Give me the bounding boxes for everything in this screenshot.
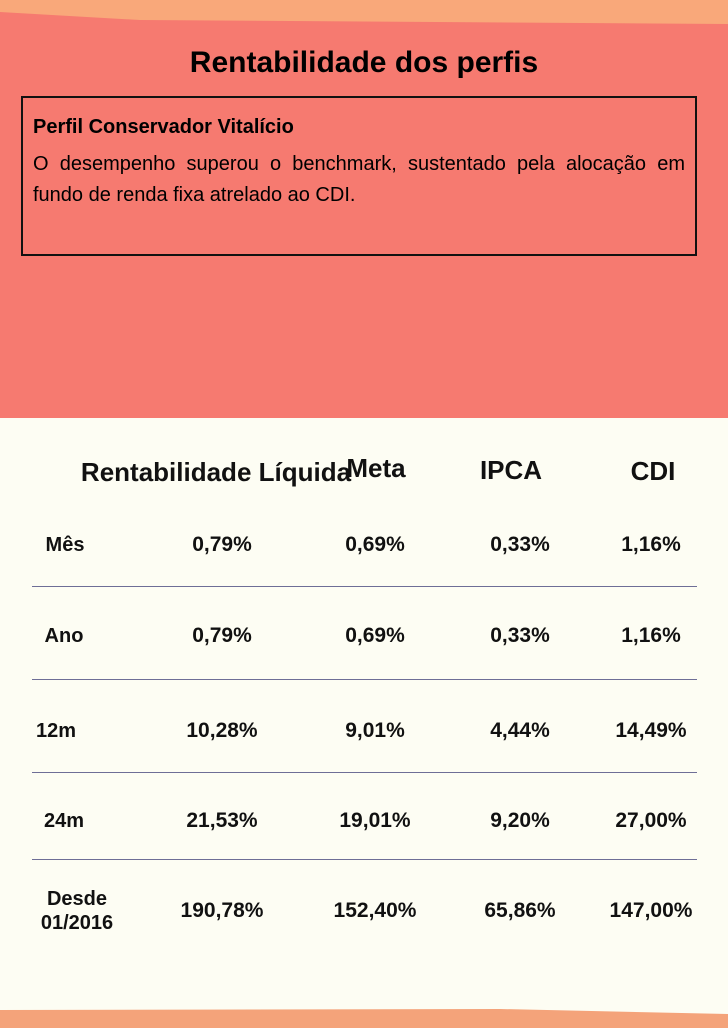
header-ipca: IPCA [479, 455, 543, 485]
table-cell: 14,49% [615, 719, 687, 742]
page-title: Rentabilidade dos perfis [189, 46, 539, 79]
row-label: 24m [43, 810, 85, 832]
row-label: 12m [35, 720, 77, 742]
profile-name: Perfil Conservador Vitalício [33, 116, 294, 138]
table-cell: 0,69% [345, 624, 405, 647]
table-cell: 9,01% [345, 719, 405, 742]
row-label: Desde 01/2016 [40, 888, 114, 934]
header-panel [0, 12, 728, 418]
table-cell: 0,33% [490, 624, 550, 647]
header-meta: Meta [346, 453, 406, 483]
bottom-decorative-band [0, 1009, 728, 1028]
header-cdi: CDI [630, 456, 676, 486]
table-cell: 10,28% [186, 719, 258, 742]
table-cell: 65,86% [484, 899, 556, 922]
table-cell: 152,40% [333, 899, 417, 922]
row-divider [32, 772, 697, 773]
table-cell: 21,53% [186, 809, 258, 832]
table-cell: 1,16% [621, 533, 681, 556]
row-divider [32, 679, 697, 680]
table-cell: 0,69% [345, 533, 405, 556]
table-cell: 0,79% [192, 624, 252, 647]
row-label: Ano [44, 625, 84, 647]
table-cell: 1,16% [621, 624, 681, 647]
profile-box: Perfil Conservador Vitalício O desempenh… [21, 96, 697, 256]
table-cell: 27,00% [615, 809, 687, 832]
table-cell: 0,79% [192, 533, 252, 556]
table-cell: 0,33% [490, 533, 550, 556]
table-cell: 4,44% [490, 719, 550, 742]
row-divider [32, 859, 697, 860]
table-cell: 190,78% [180, 899, 264, 922]
profile-description: O desempenho superou o benchmark, susten… [33, 153, 685, 206]
row-label: Mês [45, 534, 85, 556]
row-divider [32, 586, 697, 587]
table-cell: 9,20% [490, 809, 550, 832]
table-cell: 147,00% [609, 899, 693, 922]
header-rentabilidade-liquida: Rentabilidade Líquida [80, 457, 352, 487]
table-cell: 19,01% [339, 809, 411, 832]
